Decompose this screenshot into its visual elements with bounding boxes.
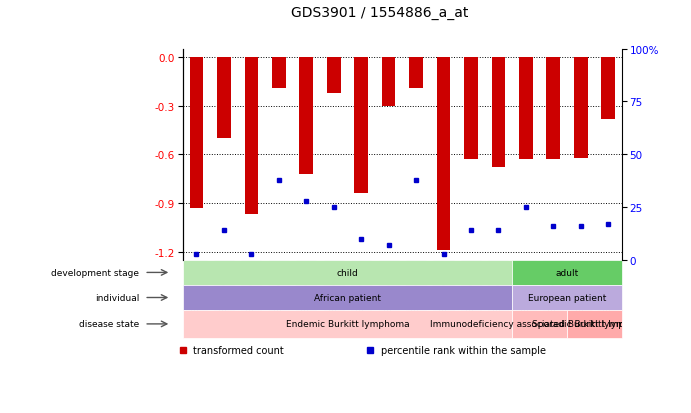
Bar [601,58,615,119]
Text: European patient: European patient [528,293,606,302]
Text: Immunodeficiency associated Burkitt lymphoma: Immunodeficiency associated Burkitt lymp… [430,320,650,329]
Text: Endemic Burkitt lymphoma: Endemic Burkitt lymphoma [285,320,409,329]
Text: disease state: disease state [79,320,140,329]
Bar [512,285,622,310]
Text: GDS3901 / 1554886_a_at: GDS3901 / 1554886_a_at [292,6,468,20]
Bar [464,58,477,160]
Text: adult: adult [556,268,578,277]
Bar [189,58,203,209]
Bar [217,58,231,139]
Bar [512,260,622,285]
Bar [272,58,285,88]
Text: percentile rank within the sample: percentile rank within the sample [381,345,546,355]
Bar [519,58,533,160]
Text: Sporadic Burkitt lymphoma: Sporadic Burkitt lymphoma [532,320,656,329]
Bar [491,58,505,168]
Text: transformed count: transformed count [193,345,284,355]
Bar [182,285,512,310]
Bar [182,260,512,285]
Bar [182,310,512,338]
Bar [574,58,587,158]
Bar [381,58,395,106]
Bar [409,58,423,88]
Bar [327,58,341,93]
Bar [547,58,560,160]
Bar [245,58,258,215]
Bar [354,58,368,194]
Bar [299,58,313,174]
Bar [512,310,567,338]
Text: child: child [337,268,359,277]
Bar [567,310,622,338]
Text: development stage: development stage [51,268,140,277]
Bar [437,58,451,251]
Text: individual: individual [95,293,140,302]
Text: African patient: African patient [314,293,381,302]
